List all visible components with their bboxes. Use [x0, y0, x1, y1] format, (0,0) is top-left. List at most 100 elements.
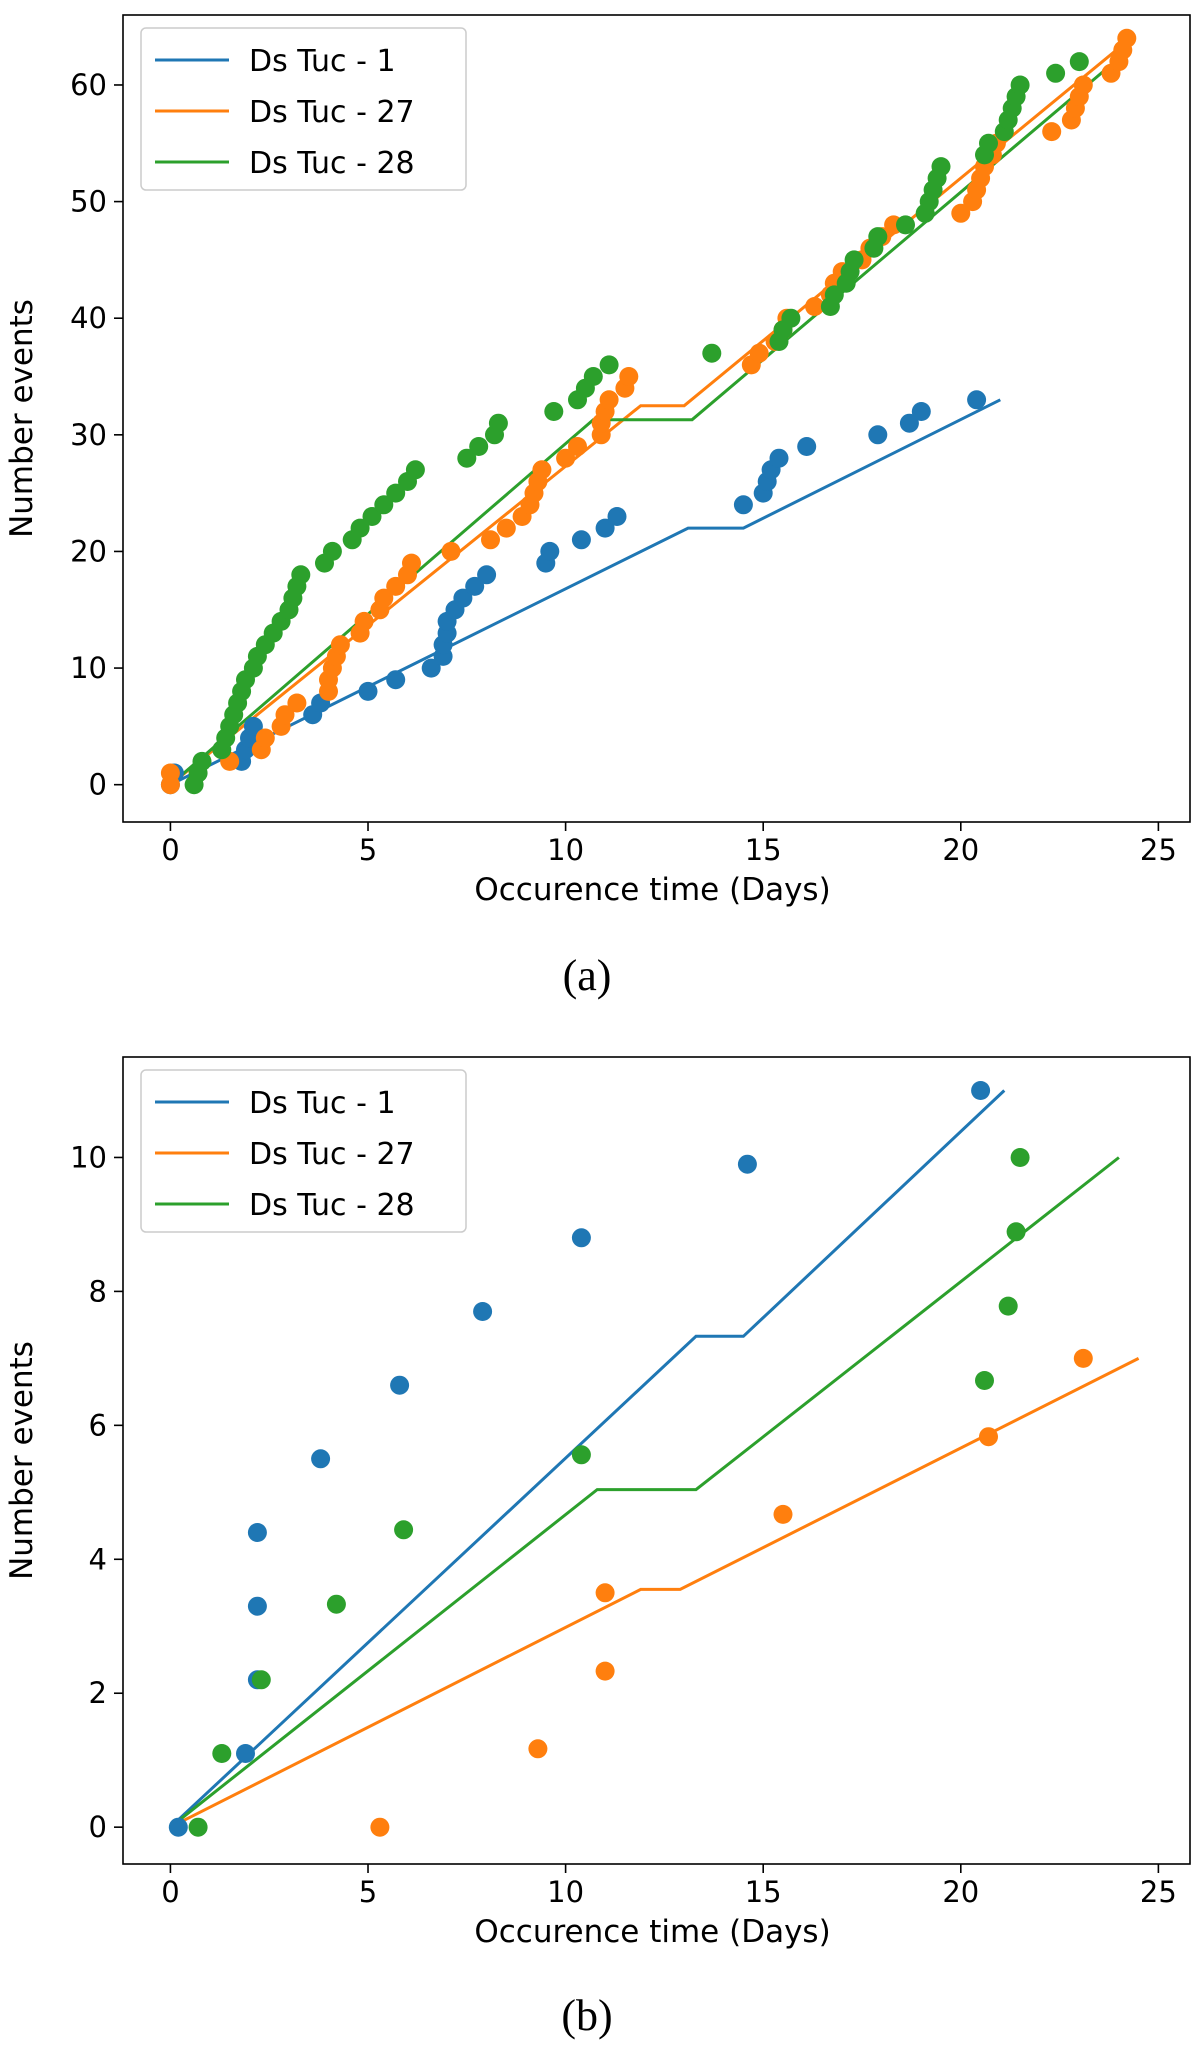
data-point	[477, 565, 497, 585]
data-point	[619, 367, 639, 386]
data-point	[571, 1445, 591, 1465]
data-point	[571, 530, 591, 550]
data-point	[868, 227, 888, 247]
x-tick-label: 20	[942, 833, 979, 867]
data-point	[469, 437, 489, 456]
data-point	[702, 343, 722, 363]
x-tick-label: 25	[1140, 1875, 1177, 1909]
data-point	[188, 1817, 208, 1837]
data-point	[168, 1817, 188, 1837]
data-point	[737, 1154, 757, 1174]
data-point	[247, 1596, 267, 1616]
data-point	[805, 297, 825, 316]
data-point	[394, 1520, 414, 1540]
legend-label: Ds Tuc - 1	[249, 1086, 396, 1121]
data-point	[291, 565, 311, 585]
data-point	[275, 705, 295, 725]
y-tick-label: 10	[70, 651, 107, 685]
legend-label: Ds Tuc - 27	[249, 1137, 415, 1172]
y-tick-label: 6	[89, 1408, 107, 1442]
data-point	[160, 763, 180, 783]
data-point	[595, 1661, 615, 1681]
data-point	[595, 1583, 615, 1603]
data-point	[1046, 63, 1066, 83]
x-tick-label: 20	[942, 1875, 979, 1909]
plot-area	[168, 1081, 1140, 1837]
data-point	[532, 460, 552, 480]
data-point	[386, 576, 406, 596]
chart-panel-a: 0 5 10 15 20 25 0 10 20 30 40 50 60 Occurence time (D…	[4, 14, 1191, 908]
y-tick-label: 40	[70, 301, 107, 335]
data-point	[1010, 1148, 1030, 1167]
data-point	[528, 1739, 548, 1759]
data-point	[465, 576, 485, 596]
data-point	[453, 588, 473, 608]
panel-a-caption: (a)	[562, 951, 612, 1000]
data-point	[386, 483, 406, 503]
data-point	[951, 203, 971, 223]
data-point	[979, 133, 998, 153]
axes-frame	[122, 14, 1191, 823]
x-tick-label: 10	[547, 1875, 584, 1909]
y-axis-label: Number events	[4, 1341, 40, 1580]
data-point	[457, 448, 477, 468]
plot-area	[160, 28, 1137, 795]
x-tick-label: 0	[161, 833, 179, 867]
data-point	[773, 1504, 793, 1524]
fit-line	[169, 1156, 1120, 1829]
data-point	[967, 390, 987, 410]
data-point	[311, 1449, 331, 1469]
panel-b-caption: (b)	[561, 1991, 613, 2040]
data-point	[192, 751, 212, 771]
data-point	[540, 541, 560, 561]
legend-label: Ds Tuc - 28	[249, 146, 415, 181]
data-point	[571, 1228, 591, 1248]
data-point	[251, 1670, 271, 1690]
legend-box	[140, 1069, 467, 1233]
data-point	[568, 437, 587, 456]
data-point	[599, 390, 619, 410]
x-tick-label: 15	[745, 1875, 782, 1909]
y-tick-label: 4	[89, 1542, 107, 1576]
legend-label: Ds Tuc - 27	[249, 95, 415, 130]
data-point	[473, 1302, 493, 1321]
data-point	[1069, 52, 1089, 72]
data-point	[544, 402, 564, 421]
x-tick-label: 15	[745, 833, 782, 867]
data-point	[402, 553, 421, 573]
data-point	[374, 495, 394, 515]
data-point	[607, 507, 627, 526]
data-point	[749, 343, 769, 363]
legend-box	[140, 27, 467, 191]
data-point	[326, 1594, 346, 1614]
y-axis-label: Number events	[4, 299, 40, 538]
x-axis-label: Occurence time (Days)	[474, 872, 830, 908]
legend-label: Ds Tuc - 1	[249, 44, 396, 79]
data-point	[868, 425, 888, 445]
x-tick-label: 5	[359, 833, 377, 867]
chart-panel-b: 0 5 10 15 20 25 0 2 4 6 8 10 Occurence time (Days) Nu…	[4, 1056, 1191, 1950]
legend-label: Ds Tuc - 28	[249, 1188, 415, 1223]
data-point	[287, 693, 307, 713]
y-tick-label: 0	[89, 1810, 107, 1844]
x-tick-label: 10	[547, 833, 584, 867]
data-point	[386, 670, 406, 690]
data-point	[212, 1744, 232, 1763]
data-point	[330, 635, 350, 655]
y-tick-label: 0	[89, 768, 107, 802]
y-tick-label: 2	[89, 1676, 107, 1710]
data-point	[255, 728, 275, 748]
data-point	[911, 402, 931, 421]
data-point	[556, 448, 576, 468]
data-point	[797, 437, 817, 456]
data-point	[583, 367, 603, 386]
data-point	[488, 413, 508, 433]
data-point	[405, 460, 425, 480]
data-point	[896, 215, 915, 235]
data-point	[354, 611, 374, 631]
data-point	[481, 530, 500, 550]
data-point	[370, 1817, 390, 1837]
data-point	[899, 413, 919, 433]
fit-line	[169, 1089, 1006, 1829]
data-point	[236, 1744, 255, 1763]
